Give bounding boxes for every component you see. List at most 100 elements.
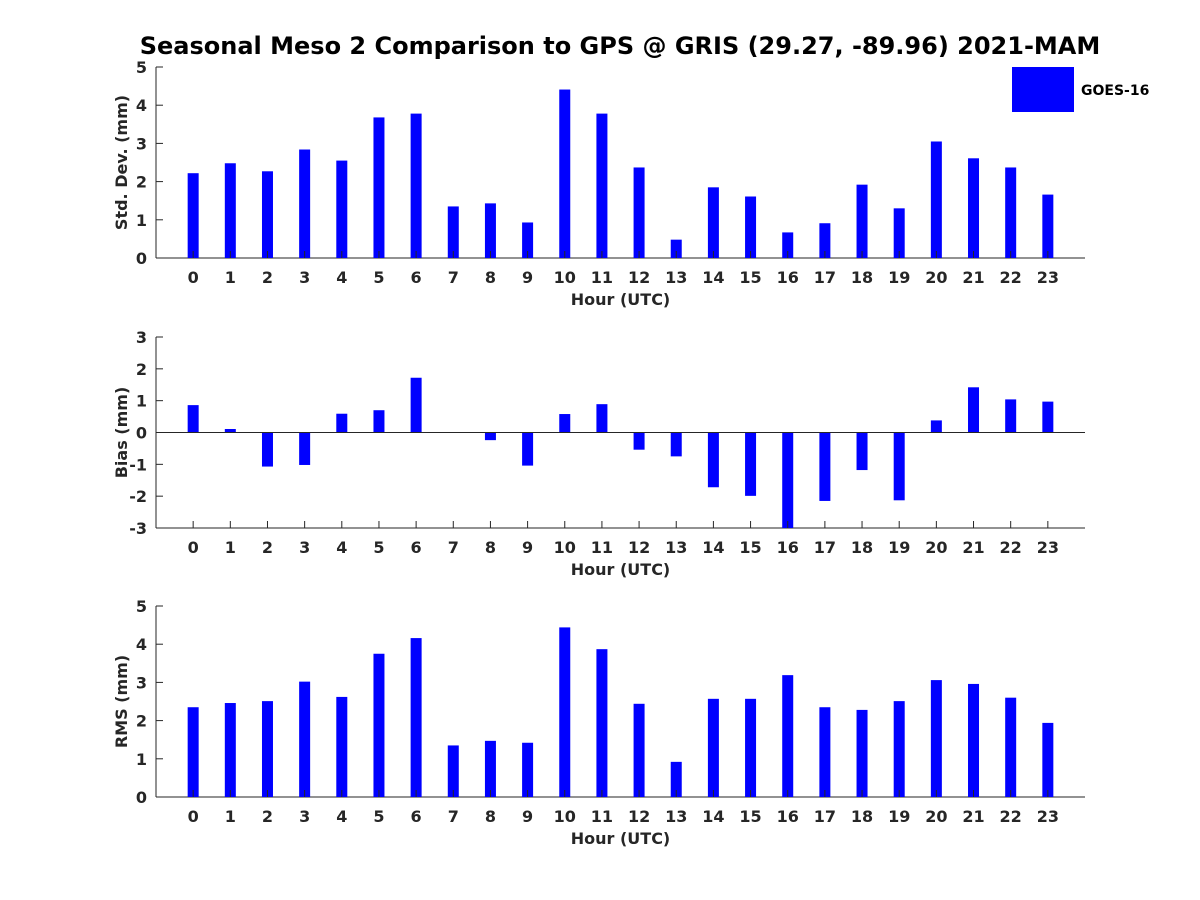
x-tick-label: 7 <box>448 807 459 826</box>
x-tick-label: 18 <box>851 268 873 287</box>
bar-hour-23 <box>1042 194 1054 258</box>
x-tick-label: 15 <box>739 538 761 557</box>
bar-hour-23 <box>1042 401 1054 433</box>
legend: GOES-16 <box>1012 67 1149 112</box>
bar-hour-10 <box>559 627 571 797</box>
x-tick-label: 20 <box>925 268 947 287</box>
x-tick-label: 19 <box>888 538 910 557</box>
x-tick-label: 5 <box>373 538 384 557</box>
x-tick-label: 13 <box>665 807 687 826</box>
bar-hour-8 <box>484 740 496 797</box>
x-tick-label: 3 <box>299 538 310 557</box>
bar-hour-13 <box>670 239 682 258</box>
x-tick-label: 1 <box>225 807 236 826</box>
bar-hour-3 <box>299 149 311 258</box>
x-tick-label: 7 <box>448 268 459 287</box>
x-tick-label: 23 <box>1037 538 1059 557</box>
bar-hour-17 <box>819 707 831 797</box>
y-tick-label: 4 <box>136 96 147 115</box>
bar-hour-4 <box>336 696 348 797</box>
x-tick-label: 17 <box>814 538 836 557</box>
x-axis-label: Hour (UTC) <box>571 829 671 848</box>
x-tick-label: 6 <box>411 807 422 826</box>
x-tick-label: 17 <box>814 807 836 826</box>
x-tick-label: 16 <box>777 268 799 287</box>
y-tick-label: 0 <box>136 249 147 268</box>
bar-hour-12 <box>633 703 645 797</box>
bar-hour-18 <box>856 709 868 797</box>
x-tick-label: 5 <box>373 268 384 287</box>
x-tick-label: 1 <box>225 268 236 287</box>
bar-hour-1 <box>224 428 236 433</box>
bar-hour-15 <box>745 196 757 258</box>
bar-hour-12 <box>633 432 645 450</box>
bar-hour-13 <box>670 761 682 797</box>
x-tick-label: 21 <box>962 807 984 826</box>
x-tick-label: 2 <box>262 268 273 287</box>
y-tick-label: -3 <box>129 519 147 538</box>
x-tick-label: 21 <box>962 268 984 287</box>
y-tick-label: 2 <box>136 712 147 731</box>
x-tick-label: 20 <box>925 538 947 557</box>
y-tick-label: 4 <box>136 635 147 654</box>
x-tick-label: 15 <box>739 807 761 826</box>
x-tick-label: 6 <box>411 268 422 287</box>
y-tick-label: 5 <box>136 58 147 77</box>
x-tick-label: 4 <box>336 807 347 826</box>
x-tick-label: 11 <box>591 538 613 557</box>
x-tick-label: 11 <box>591 268 613 287</box>
bar-hour-11 <box>596 404 608 433</box>
x-tick-label: 19 <box>888 268 910 287</box>
x-tick-label: 12 <box>628 268 650 287</box>
bar-hour-3 <box>299 432 311 465</box>
y-tick-label: 1 <box>136 211 147 230</box>
bar-hour-20 <box>930 141 942 258</box>
bar-hour-6 <box>410 377 422 433</box>
x-tick-label: 16 <box>777 538 799 557</box>
x-tick-label: 2 <box>262 807 273 826</box>
x-tick-label: 14 <box>702 807 724 826</box>
bar-hour-22 <box>1005 167 1017 258</box>
y-tick-label: 3 <box>136 673 147 692</box>
x-axis-label: Hour (UTC) <box>571 290 671 309</box>
x-tick-label: 3 <box>299 807 310 826</box>
bar-hour-8 <box>484 432 496 441</box>
x-tick-label: 12 <box>628 807 650 826</box>
y-axis-label: RMS (mm) <box>112 655 131 748</box>
bar-hour-15 <box>745 432 757 496</box>
y-tick-label: 3 <box>136 328 147 347</box>
x-tick-label: 14 <box>702 538 724 557</box>
y-tick-label: 1 <box>136 392 147 411</box>
x-tick-label: 7 <box>448 538 459 557</box>
bar-hour-10 <box>559 89 571 259</box>
y-tick-label: -1 <box>129 455 147 474</box>
x-tick-label: 14 <box>702 268 724 287</box>
bar-hour-19 <box>893 208 905 258</box>
bar-hour-16 <box>782 432 794 528</box>
y-axis-label: Bias (mm) <box>112 387 131 479</box>
x-tick-label: 23 <box>1037 268 1059 287</box>
x-tick-label: 8 <box>485 538 496 557</box>
bar-hour-5 <box>373 117 385 258</box>
bar-hour-18 <box>856 432 868 471</box>
bar-hour-1 <box>224 163 236 258</box>
bar-hour-6 <box>410 638 422 797</box>
bar-hour-8 <box>484 203 496 258</box>
x-tick-label: 0 <box>188 268 199 287</box>
x-tick-label: 3 <box>299 268 310 287</box>
x-tick-label: 19 <box>888 807 910 826</box>
bar-hour-4 <box>336 413 348 433</box>
bar-hour-2 <box>261 432 273 467</box>
x-tick-label: 10 <box>554 538 576 557</box>
x-tick-label: 20 <box>925 807 947 826</box>
x-tick-label: 22 <box>1000 268 1022 287</box>
y-tick-label: 2 <box>136 173 147 192</box>
x-tick-label: 16 <box>777 807 799 826</box>
bar-hour-20 <box>930 680 942 797</box>
bar-hour-2 <box>261 171 273 258</box>
bar-hour-11 <box>596 113 608 258</box>
bar-hour-4 <box>336 160 348 258</box>
